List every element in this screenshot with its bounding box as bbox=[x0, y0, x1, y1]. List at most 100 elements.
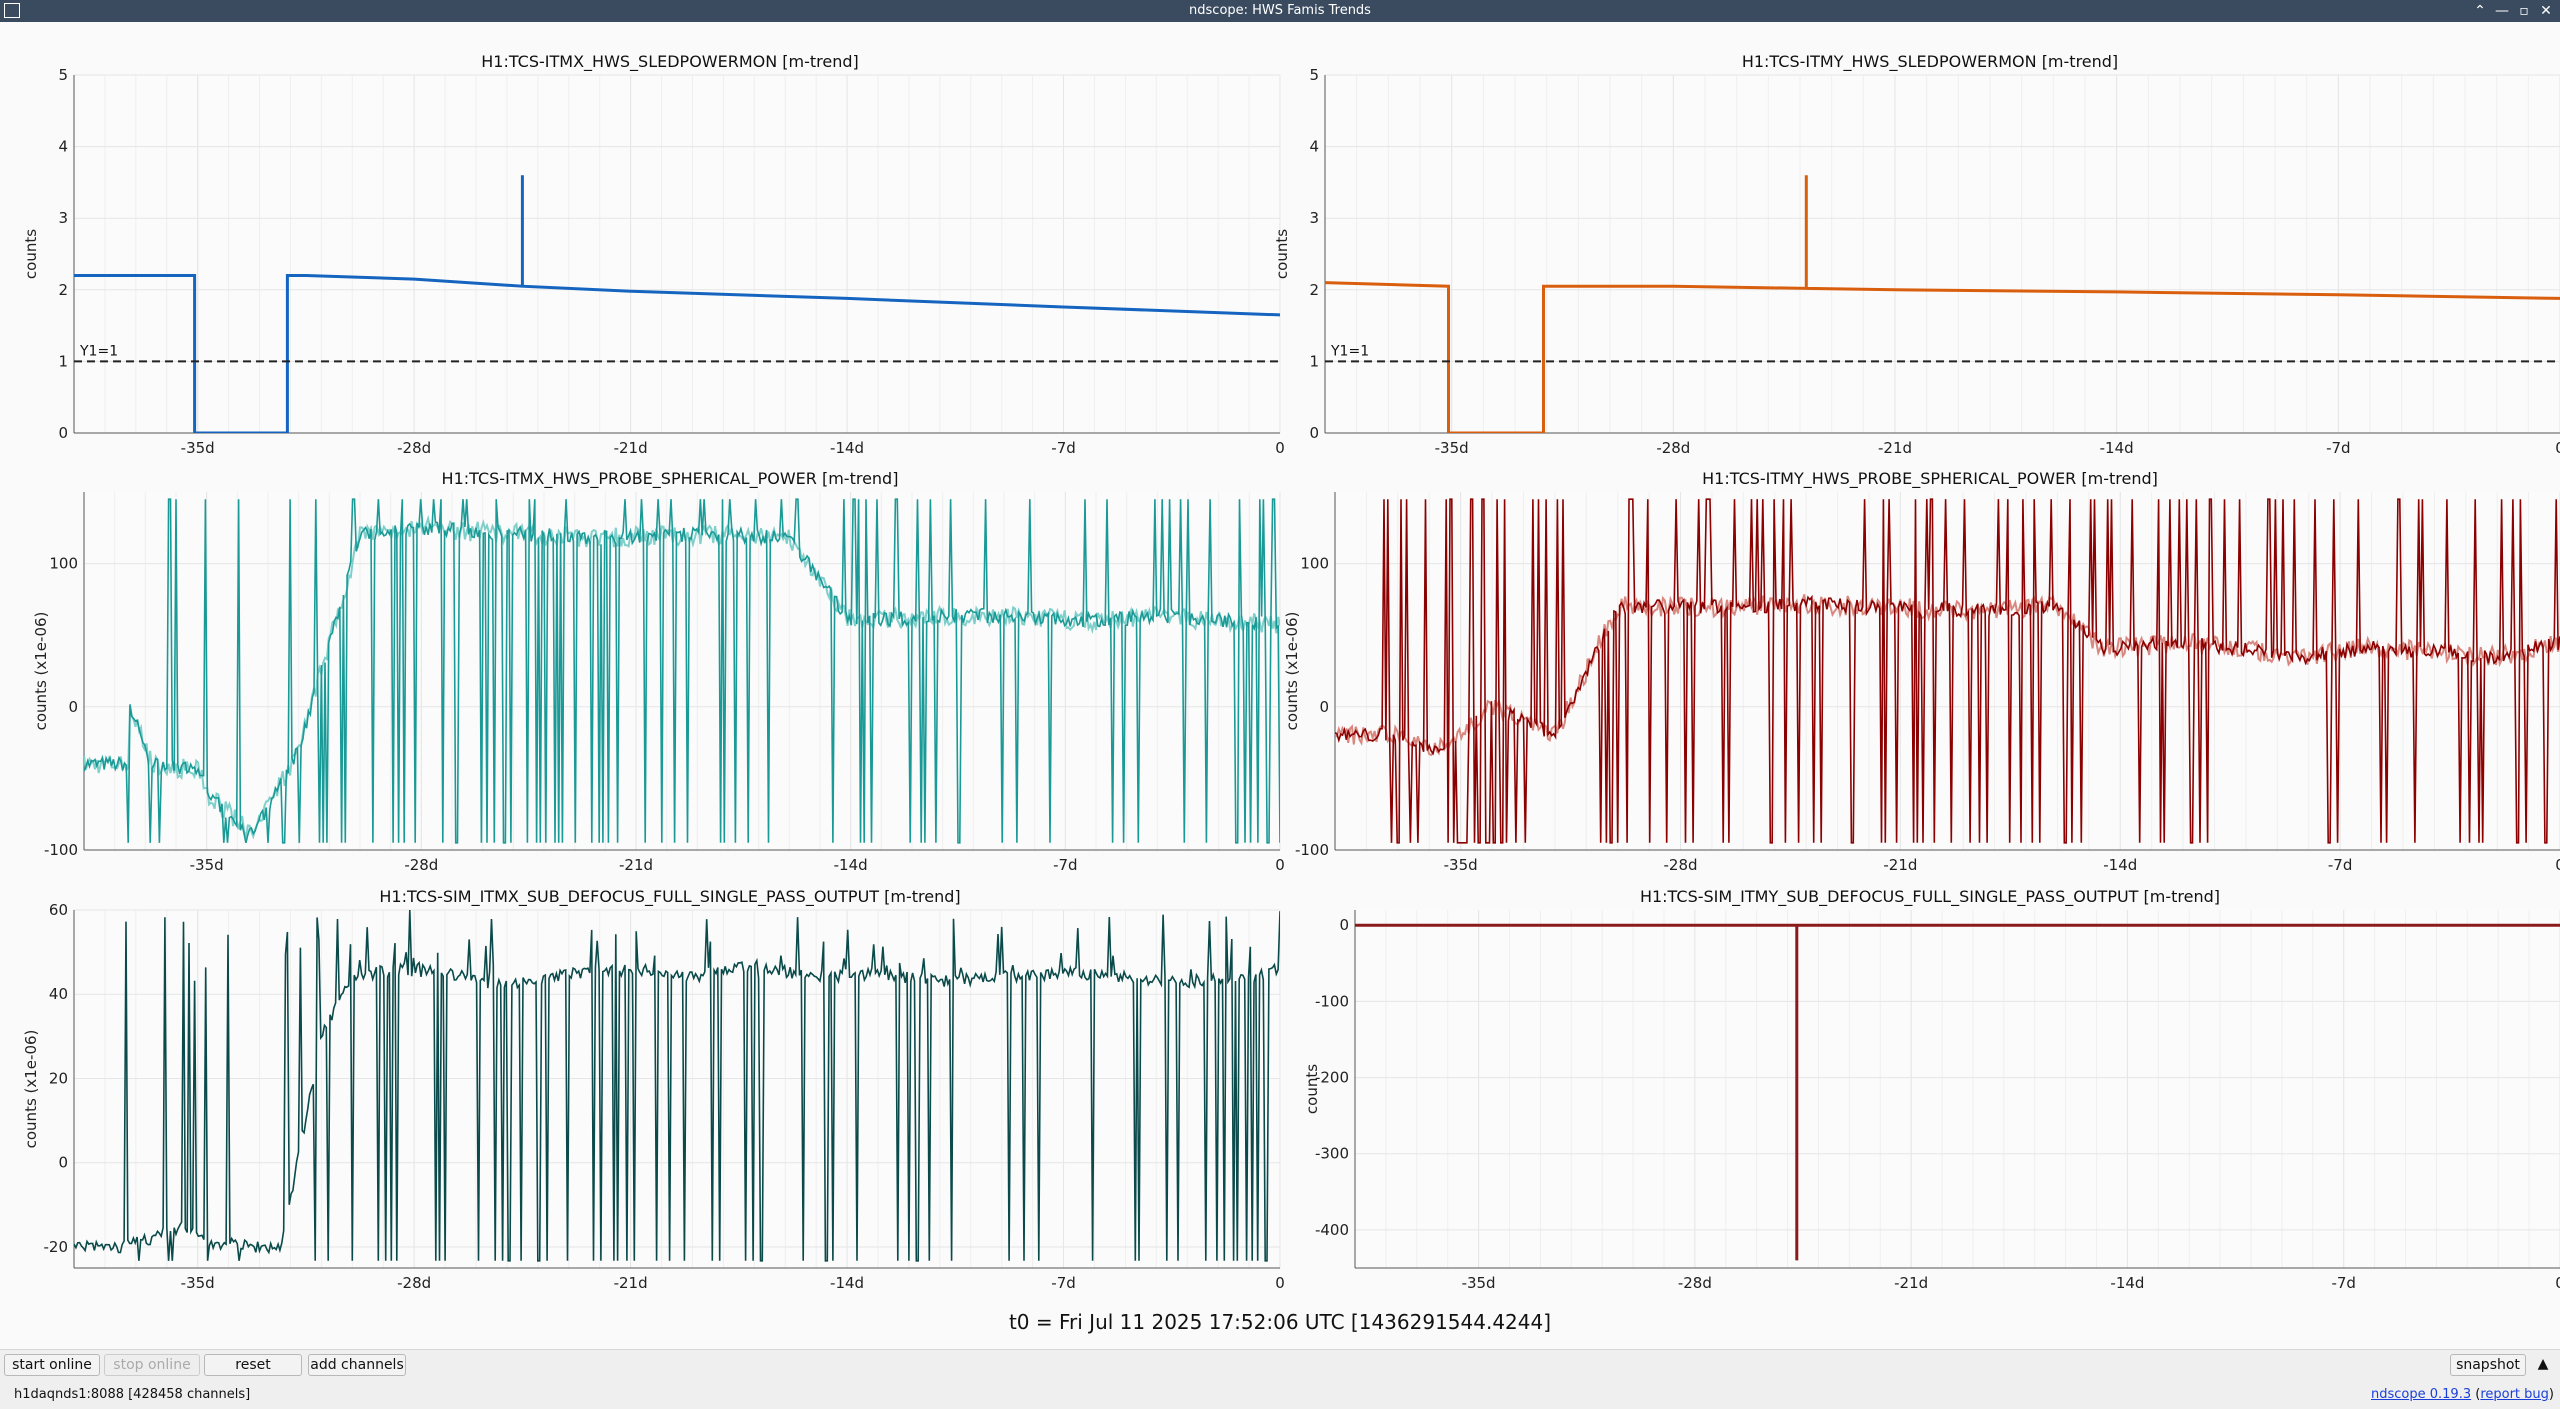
snapshot-button[interactable]: snapshot bbox=[2450, 1354, 2526, 1376]
x-tick-label: -14d bbox=[2100, 439, 2134, 457]
plot-title-itmx-defocus: H1:TCS-SIM_ITMX_SUB_DEFOCUS_FULL_SINGLE_… bbox=[379, 887, 961, 906]
series-line bbox=[74, 175, 1280, 433]
plot-area bbox=[1355, 910, 2560, 1268]
x-tick-label: -7d bbox=[1053, 856, 1077, 874]
version-info: ndscope 0.19.3 (report bug) bbox=[2371, 1387, 2554, 1402]
plot-title-itmx-probe: H1:TCS-ITMX_HWS_PROBE_SPHERICAL_POWER [m… bbox=[441, 469, 899, 488]
x-tick-label: -14d bbox=[2103, 856, 2137, 874]
x-tick-label: -35d bbox=[190, 856, 224, 874]
reset-button[interactable]: reset bbox=[204, 1354, 302, 1376]
y-tick-label: 2 bbox=[1309, 281, 1319, 299]
plot-area bbox=[74, 75, 1280, 433]
server-status: h1daqnds1:8088 [428458 channels] bbox=[14, 1387, 251, 1402]
y-axis-label: counts bbox=[22, 229, 40, 279]
plot-area bbox=[1325, 75, 2560, 433]
plot-itmy-defocus[interactable]: -35d -28d -21d -14d -7d 0 -400 -300 -200 -100 0 cou… bbox=[1270, 905, 2560, 1295]
y-tick-label: 0 bbox=[58, 1154, 68, 1172]
y-tick-label: -200 bbox=[1315, 1069, 1349, 1087]
plot-itmx-probe[interactable]: -35d -28d -21d -14d -7d 0 -100 0 100 counts (x1e-… bbox=[0, 487, 1285, 877]
y-tick-label: 3 bbox=[58, 209, 68, 227]
x-tick-label: 0 bbox=[1275, 856, 1285, 874]
app-icon bbox=[4, 3, 20, 18]
x-tick-label: -35d bbox=[1462, 1274, 1496, 1292]
snapshot-label: snapshot bbox=[2456, 1357, 2520, 1373]
y-tick-label: 4 bbox=[1309, 138, 1319, 156]
x-tick-label: 0 bbox=[2555, 439, 2560, 457]
x-tick-label: -21d bbox=[614, 1274, 648, 1292]
plot-area bbox=[74, 910, 1280, 1268]
threshold-label: Y1=1 bbox=[79, 343, 118, 359]
x-tick-label: 0 bbox=[1275, 439, 1285, 457]
x-tick-label: -21d bbox=[1883, 856, 1917, 874]
series-group bbox=[1335, 498, 2560, 844]
y-tick-label: 5 bbox=[1309, 66, 1319, 84]
plot-title-itmy-probe: H1:TCS-ITMY_HWS_PROBE_SPHERICAL_POWER [m… bbox=[1702, 469, 2158, 488]
y-tick-label: 100 bbox=[49, 555, 78, 573]
plot-itmy-probe[interactable]: -35d -28d -21d -14d -7d 0 -100 0 100 counts (x1e-… bbox=[1270, 487, 2560, 877]
add-channels-label: add channels bbox=[310, 1357, 404, 1373]
plot-title-itmx-sledpower: H1:TCS-ITMX_HWS_SLEDPOWERMON [m-trend] bbox=[481, 52, 859, 71]
y-axis-label: counts (x1e-06) bbox=[22, 1030, 40, 1149]
x-tick-label: -28d bbox=[1663, 856, 1697, 874]
x-tick-label: -21d bbox=[1878, 439, 1912, 457]
series-group bbox=[74, 910, 1280, 1262]
y-tick-label: 3 bbox=[1309, 209, 1319, 227]
x-tick-label: 0 bbox=[2555, 856, 2560, 874]
x-tick-label: -28d bbox=[1678, 1274, 1712, 1292]
start-online-button[interactable]: start online bbox=[4, 1354, 100, 1376]
series-line bbox=[74, 910, 1280, 1262]
plot-itmy-sledpower[interactable]: -35d -28d -21d -14d -7d 0 0 1 2 3 4 5 counts Y1=1 bbox=[1270, 66, 2560, 460]
window-titlebar: ndscope: HWS Famis Trends ⌃ — ▫ ✕ bbox=[0, 0, 2560, 22]
x-tick-label: -28d bbox=[397, 1274, 431, 1292]
y-tick-label: 40 bbox=[49, 985, 68, 1003]
y-tick-label: 20 bbox=[49, 1069, 68, 1087]
reset-label: reset bbox=[235, 1357, 271, 1373]
y-tick-label: 100 bbox=[1300, 555, 1329, 573]
x-tick-label: -21d bbox=[1894, 1274, 1928, 1292]
x-tick-label: -21d bbox=[614, 439, 648, 457]
keep-above-icon[interactable]: ⌃ bbox=[2474, 3, 2486, 19]
series-group bbox=[1355, 923, 2560, 1261]
y-tick-label: 1 bbox=[58, 352, 68, 370]
y-tick-label: -100 bbox=[1295, 841, 1329, 859]
y-tick-label: 4 bbox=[58, 138, 68, 156]
x-tick-label: -14d bbox=[834, 856, 868, 874]
x-tick-label: -14d bbox=[2110, 1274, 2144, 1292]
y-axis-label: counts bbox=[1273, 229, 1291, 279]
x-tick-label: -7d bbox=[2326, 439, 2350, 457]
series-line bbox=[1355, 923, 2560, 1261]
version-link[interactable]: ndscope 0.19.3 bbox=[2371, 1387, 2472, 1402]
y-axis-label: counts (x1e-06) bbox=[32, 612, 50, 731]
minimize-icon[interactable]: — bbox=[2495, 3, 2509, 19]
close-icon[interactable]: ✕ bbox=[2540, 3, 2552, 19]
x-tick-label: -35d bbox=[181, 1274, 215, 1292]
plot-itmx-defocus[interactable]: -35d -28d -21d -14d -7d 0 -20 0 20 40 60 counts (x1… bbox=[0, 901, 1285, 1295]
stop-online-label: stop online bbox=[113, 1357, 191, 1373]
y-tick-label: -20 bbox=[44, 1238, 69, 1256]
stop-online-button[interactable]: stop online bbox=[104, 1354, 200, 1376]
series-line bbox=[1335, 498, 2560, 844]
y-tick-label: 0 bbox=[1309, 424, 1319, 442]
x-tick-label: -7d bbox=[1051, 439, 1075, 457]
control-bar: start online stop online reset add chann… bbox=[0, 1349, 2560, 1380]
x-tick-label: -35d bbox=[181, 439, 215, 457]
y-tick-label: 5 bbox=[58, 66, 68, 84]
x-tick-label: -35d bbox=[1444, 856, 1478, 874]
x-tick-label: -28d bbox=[1656, 439, 1690, 457]
x-tick-label: -14d bbox=[830, 1274, 864, 1292]
add-channels-button[interactable]: add channels bbox=[308, 1354, 406, 1376]
collapse-toggle-icon[interactable]: ▲ bbox=[2530, 1354, 2556, 1376]
maximize-icon[interactable]: ▫ bbox=[2519, 3, 2529, 19]
x-tick-label: -7d bbox=[2328, 856, 2352, 874]
plot-area bbox=[84, 492, 1280, 850]
plot-title-itmy-sledpower: H1:TCS-ITMY_HWS_SLEDPOWERMON [m-trend] bbox=[1741, 52, 2119, 71]
y-tick-label: 0 bbox=[58, 424, 68, 442]
x-tick-label: -7d bbox=[2331, 1274, 2355, 1292]
plot-itmx-sledpower[interactable]: -35d -28d -21d -14d -7d 0 0 1 2 3 4 5 counts Y1=1 bbox=[0, 66, 1285, 460]
t0-label: t0 = Fri Jul 11 2025 17:52:06 UTC [14362… bbox=[1008, 1310, 1552, 1334]
y-tick-label: -300 bbox=[1315, 1145, 1349, 1163]
report-bug-link[interactable]: report bug bbox=[2480, 1387, 2549, 1402]
y-tick-label: 0 bbox=[68, 698, 78, 716]
threshold-label: Y1=1 bbox=[1330, 343, 1369, 359]
series-group bbox=[84, 498, 1280, 844]
